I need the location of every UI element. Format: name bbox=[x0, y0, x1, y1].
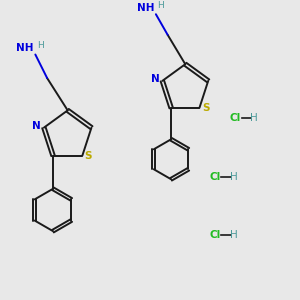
Text: H: H bbox=[230, 172, 238, 182]
Text: NH: NH bbox=[137, 3, 154, 13]
Text: Cl: Cl bbox=[209, 172, 220, 182]
Text: S: S bbox=[202, 103, 209, 113]
Text: S: S bbox=[85, 151, 92, 160]
Text: N: N bbox=[151, 74, 159, 84]
Text: Cl: Cl bbox=[209, 230, 220, 240]
Text: H: H bbox=[158, 1, 164, 10]
Text: Cl: Cl bbox=[230, 113, 241, 123]
Text: H: H bbox=[37, 41, 44, 50]
Text: H: H bbox=[230, 230, 238, 240]
Text: NH: NH bbox=[16, 43, 34, 53]
Text: H: H bbox=[250, 113, 258, 123]
Text: N: N bbox=[32, 121, 41, 131]
